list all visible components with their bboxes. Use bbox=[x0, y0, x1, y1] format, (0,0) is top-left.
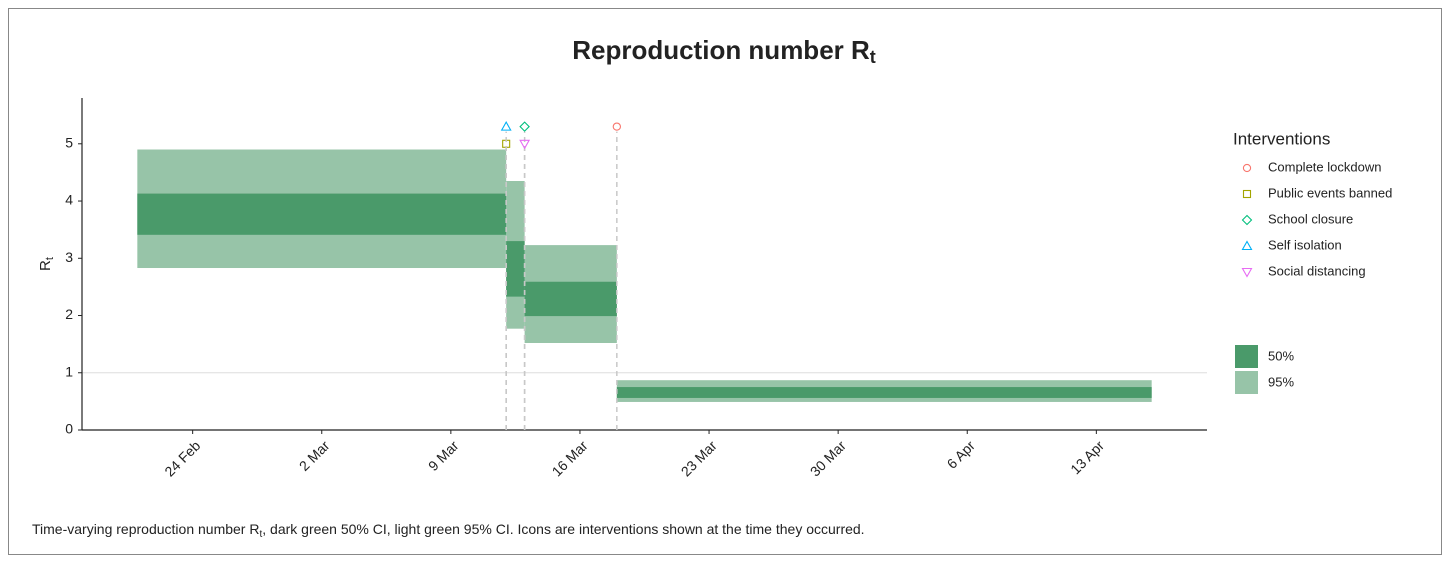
legend-label: 50% bbox=[1268, 348, 1294, 363]
y-axis-label: Rt bbox=[37, 257, 56, 271]
legend-label: Self isolation bbox=[1268, 237, 1342, 252]
intervention-marker bbox=[519, 121, 530, 132]
y-tick-label: 0 bbox=[65, 421, 73, 437]
chart-title: Reproduction number Rt bbox=[572, 35, 876, 67]
y-tick-label: 5 bbox=[65, 134, 73, 150]
frame bbox=[8, 8, 1442, 555]
caption-sub: t bbox=[259, 529, 262, 540]
legend-label: Public events banned bbox=[1268, 185, 1392, 200]
caption-end: , dark green 50% CI, light green 95% CI.… bbox=[262, 521, 864, 537]
caption-start: Time-varying reproduction number R bbox=[32, 521, 259, 537]
legend-symbol bbox=[1242, 163, 1252, 173]
y-label-sub: t bbox=[44, 257, 56, 260]
legend-symbol bbox=[1241, 267, 1253, 278]
legend-symbol bbox=[1241, 214, 1253, 226]
y-tick-label: 4 bbox=[65, 192, 73, 208]
intervention-marker bbox=[519, 139, 531, 150]
y-label-text: R bbox=[37, 260, 54, 271]
intervention-marker bbox=[500, 120, 512, 131]
legend-symbol bbox=[1241, 240, 1253, 251]
y-tick-label: 3 bbox=[65, 249, 73, 265]
title-text: Reproduction number R bbox=[572, 35, 870, 65]
legend-label: 95% bbox=[1268, 374, 1294, 389]
legend-label: Complete lockdown bbox=[1268, 159, 1381, 174]
intervention-marker bbox=[612, 122, 621, 131]
caption: Time-varying reproduction number Rt, dar… bbox=[32, 521, 865, 540]
legend-swatch bbox=[1235, 345, 1258, 368]
band-segment bbox=[616, 387, 1152, 398]
legend-symbol bbox=[1242, 189, 1252, 199]
y-tick-label: 2 bbox=[65, 306, 73, 322]
legend-label: School closure bbox=[1268, 211, 1353, 226]
legend-swatch bbox=[1235, 371, 1258, 394]
legend-title: Interventions bbox=[1233, 129, 1330, 148]
band-segment bbox=[137, 193, 507, 235]
y-tick-label: 1 bbox=[65, 363, 73, 379]
band-segment bbox=[506, 241, 525, 297]
band-segment bbox=[524, 281, 617, 317]
legend-label: Social distancing bbox=[1268, 263, 1366, 278]
title-sub: t bbox=[870, 47, 876, 67]
